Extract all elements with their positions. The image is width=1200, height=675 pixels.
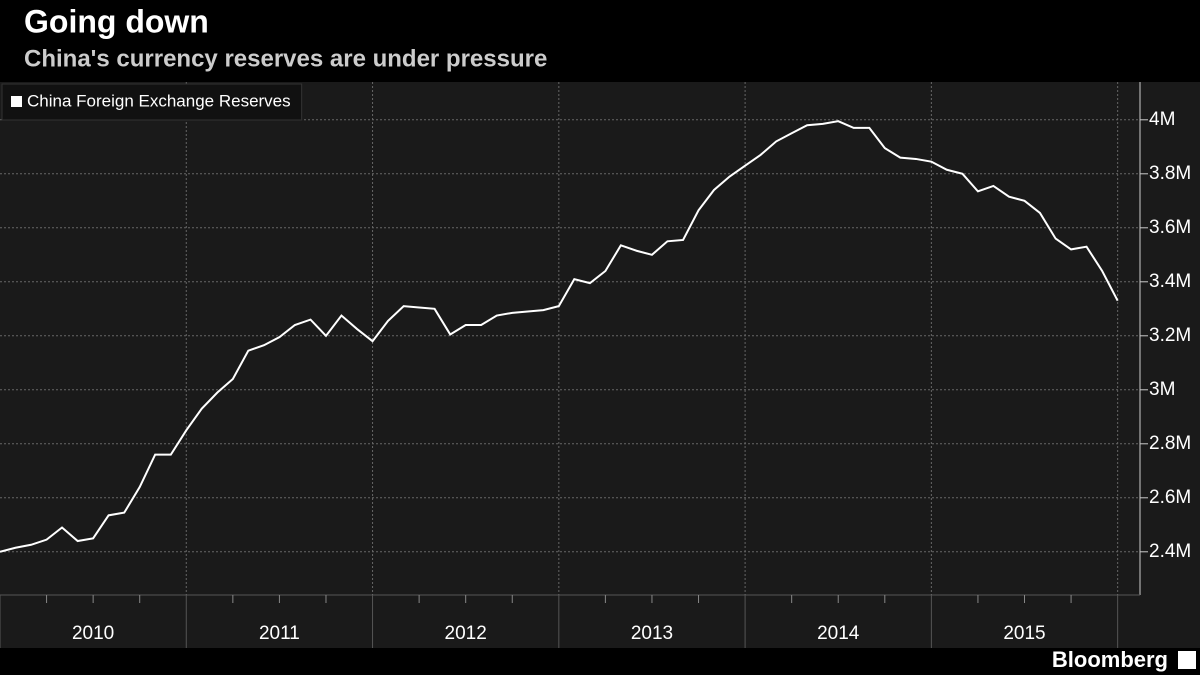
y-tick-label: 3.6M	[1149, 217, 1191, 238]
legend-swatch	[11, 96, 22, 107]
x-tick-label: 2012	[445, 623, 487, 644]
legend-box	[1, 83, 303, 121]
y-tick-label: 2.8M	[1149, 433, 1191, 454]
y-tick-label: 3.2M	[1149, 325, 1191, 346]
y-tick-label: 2.6M	[1149, 487, 1191, 508]
logo	[1178, 651, 1196, 669]
y-tick-label: 2.4M	[1149, 541, 1191, 562]
legend-label: China Foreign Exchange Reserves	[27, 91, 291, 110]
x-tick-label: 2015	[1003, 623, 1045, 644]
chart-title: Going down	[24, 3, 209, 39]
y-tick-label: 3M	[1149, 379, 1175, 400]
source: Bloomberg	[1052, 647, 1168, 672]
chart-subtitle: China's currency reserves are under pres…	[24, 45, 547, 72]
x-tick-label: 2010	[72, 623, 114, 644]
data-line	[0, 120, 1119, 553]
plot-background	[0, 82, 1200, 648]
legend: China Foreign Exchange Reserves	[1, 83, 303, 121]
y-tick-label: 4M	[1149, 109, 1175, 130]
x-tick-label: 2014	[817, 623, 860, 644]
x-tick-label: 2013	[631, 623, 673, 644]
y-tick-label: 3.4M	[1149, 271, 1191, 292]
x-tick-label: 2011	[259, 623, 300, 644]
y-tick-label: 3.8M	[1149, 163, 1191, 184]
